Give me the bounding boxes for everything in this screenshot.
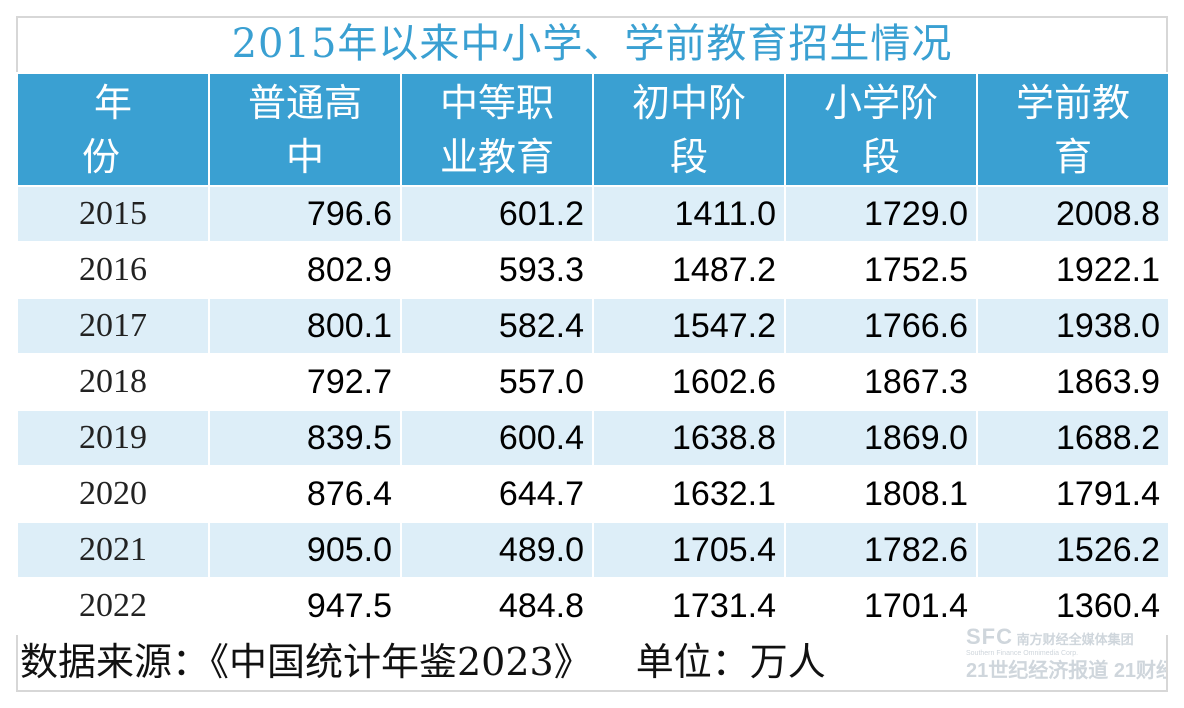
- column-header-preschool: 学前教 育: [976, 72, 1170, 187]
- column-header-line: 段: [669, 134, 708, 179]
- source-text: 数据来源：《中国统计年鉴2023》: [20, 640, 592, 684]
- value-cell: 1632.1: [592, 465, 786, 523]
- value-cell: 1688.2: [976, 409, 1170, 467]
- header-row: 年 份 普通高 中 中等职 业教育 初中阶 段 小学阶 段 学前教 育: [16, 72, 1170, 187]
- value-cell: 601.2: [400, 185, 594, 243]
- value-cell: 1791.4: [976, 465, 1170, 523]
- column-header-line: 小学阶: [823, 80, 938, 125]
- table-row: 2017 800.1 582.4 1547.2 1766.6 1938.0: [16, 297, 1170, 355]
- year-cell: 2020: [16, 465, 210, 523]
- table-body: 2015 796.6 601.2 1411.0 1729.0 2008.8 2016 802.…: [16, 185, 1170, 635]
- value-cell: 593.3: [400, 241, 594, 299]
- table-row: 2021 905.0 489.0 1705.4 1782.6 1526.2: [16, 521, 1170, 579]
- value-cell: 1863.9: [976, 353, 1170, 411]
- value-cell: 1487.2: [592, 241, 786, 299]
- value-cell: 1808.1: [784, 465, 978, 523]
- year-cell: 2021: [16, 521, 210, 579]
- column-header-line: 育: [1053, 134, 1092, 179]
- year-cell: 2016: [16, 241, 210, 299]
- column-header-year: 年 份: [16, 72, 210, 187]
- column-header-line: 中: [285, 134, 324, 179]
- column-header-junior-high: 初中阶 段: [592, 72, 786, 187]
- value-cell: 792.7: [208, 353, 402, 411]
- value-cell: 1411.0: [592, 185, 786, 243]
- value-cell: 839.5: [208, 409, 402, 467]
- value-cell: 1526.2: [976, 521, 1170, 579]
- value-cell: 1360.4: [976, 577, 1170, 635]
- value-cell: 484.8: [400, 577, 594, 635]
- column-header-line: 年 份: [81, 80, 156, 179]
- publisher-watermark: SFC 南方财经全媒体集团 Southern Finance Omnimedia…: [966, 628, 1166, 682]
- value-cell: 1638.8: [592, 409, 786, 467]
- source-note: 数据来源：《中国统计年鉴2023》 单位：万人: [20, 636, 960, 688]
- value-cell: 1867.3: [784, 353, 978, 411]
- value-cell: 1729.0: [784, 185, 978, 243]
- value-cell: 1752.5: [784, 241, 978, 299]
- value-cell: 1938.0: [976, 297, 1170, 355]
- table-row: 2020 876.4 644.7 1632.1 1808.1 1791.4: [16, 465, 1170, 523]
- value-cell: 1602.6: [592, 353, 786, 411]
- value-cell: 2008.8: [976, 185, 1170, 243]
- column-header-line: 业教育: [439, 134, 554, 179]
- column-header-line: 普通高: [247, 80, 362, 125]
- value-cell: 1869.0: [784, 409, 978, 467]
- value-cell: 1547.2: [592, 297, 786, 355]
- value-cell: 802.9: [208, 241, 402, 299]
- year-cell: 2017: [16, 297, 210, 355]
- year-cell: 2019: [16, 409, 210, 467]
- table-row: 2022 947.5 484.8 1731.4 1701.4 1360.4: [16, 577, 1170, 635]
- value-cell: 796.6: [208, 185, 402, 243]
- year-cell: 2018: [16, 353, 210, 411]
- value-cell: 489.0: [400, 521, 594, 579]
- value-cell: 905.0: [208, 521, 402, 579]
- value-cell: 1922.1: [976, 241, 1170, 299]
- table-row: 2015 796.6 601.2 1411.0 1729.0 2008.8: [16, 185, 1170, 243]
- table-row: 2019 839.5 600.4 1638.8 1869.0 1688.2: [16, 409, 1170, 467]
- table-row: 2018 792.7 557.0 1602.6 1867.3 1863.9: [16, 353, 1170, 411]
- value-cell: 644.7: [400, 465, 594, 523]
- table-row: 2016 802.9 593.3 1487.2 1752.5 1922.1: [16, 241, 1170, 299]
- column-header-primary: 小学阶 段: [784, 72, 978, 187]
- value-cell: 1731.4: [592, 577, 786, 635]
- column-header-senior-high: 普通高 中: [208, 72, 402, 187]
- value-cell: 557.0: [400, 353, 594, 411]
- value-cell: 1782.6: [784, 521, 978, 579]
- year-cell: 2015: [16, 185, 210, 243]
- column-header-line: 初中阶: [631, 80, 746, 125]
- value-cell: 1766.6: [784, 297, 978, 355]
- column-header-line: 学前教: [1015, 80, 1130, 125]
- value-cell: 800.1: [208, 297, 402, 355]
- column-header-line: 中等职: [439, 80, 554, 125]
- year-cell: 2022: [16, 577, 210, 635]
- value-cell: 1705.4: [592, 521, 786, 579]
- page-title: 2015年以来中小学、学前教育招生情况: [231, 21, 953, 67]
- column-header-vocational: 中等职 业教育: [400, 72, 594, 187]
- value-cell: 876.4: [208, 465, 402, 523]
- unit-text: 单位：万人: [635, 640, 826, 684]
- data-table: 年 份 普通高 中 中等职 业教育 初中阶 段 小学阶 段 学前教 育: [16, 72, 1170, 635]
- value-cell: 582.4: [400, 297, 594, 355]
- value-cell: 1701.4: [784, 577, 978, 635]
- value-cell: 947.5: [208, 577, 402, 635]
- value-cell: 600.4: [400, 409, 594, 467]
- column-header-line: 段: [861, 134, 900, 179]
